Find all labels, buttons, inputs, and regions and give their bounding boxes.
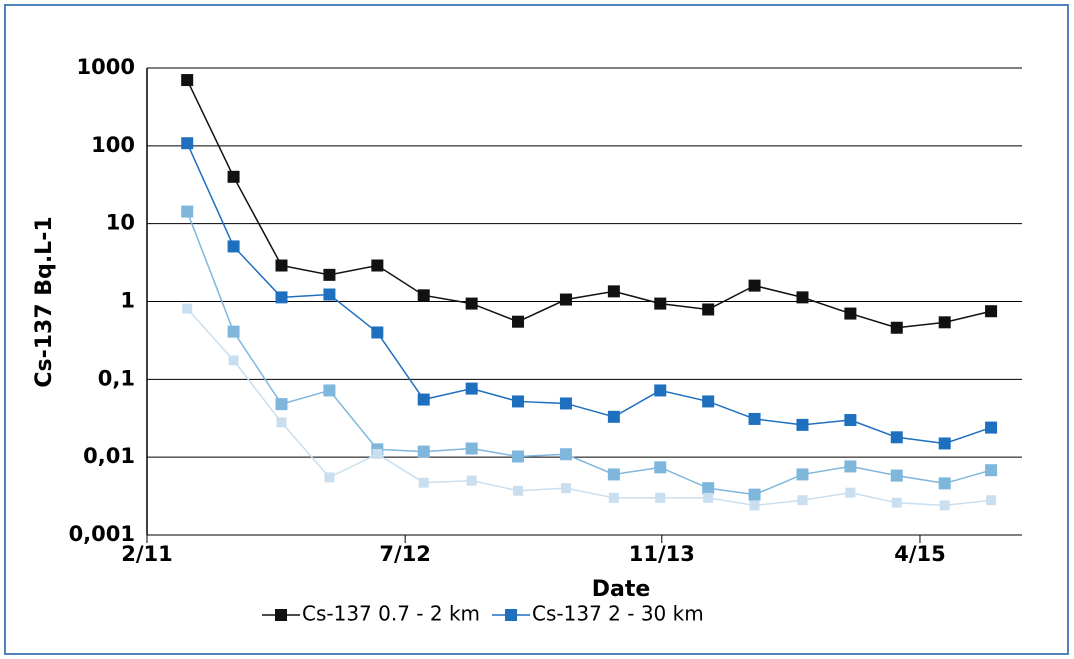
data-point [844,307,857,320]
data-point [748,279,761,292]
y-axis-title: Cs-137 Bq.L-1 [32,216,57,387]
data-point [275,259,288,272]
data-point [323,384,336,397]
x-axis-title: Date [592,577,651,602]
y-tick-label: 10 [106,211,135,235]
data-point [181,137,194,150]
data-point [371,326,384,339]
data-point [275,398,288,411]
series-line [186,79,992,329]
legend-marker [505,609,518,621]
data-point [559,293,572,306]
data-point [986,495,997,506]
data-point [797,495,808,506]
data-point [465,442,478,455]
data-point [607,468,620,481]
data-point [371,259,384,272]
legend-label: Cs-137 2 - 30 km [532,602,704,626]
data-point [227,240,240,253]
data-point [608,492,619,503]
data-point [323,268,336,281]
data-point [418,477,429,488]
data-point [844,414,857,427]
x-tick-label: 4/15 [894,542,946,566]
data-point [182,303,193,314]
data-point [796,418,809,431]
data-point [417,393,430,406]
data-point [748,412,761,425]
data-point [227,325,240,338]
data-point [891,497,902,508]
data-point [939,500,950,511]
data-point [985,464,998,477]
data-point [702,395,715,408]
data-point [703,492,714,503]
x-tick-label: 7/12 [379,542,431,566]
series-line [186,308,992,507]
data-point [466,475,477,486]
data-point [512,315,525,328]
data-point [559,397,572,410]
data-point [465,297,478,310]
data-point [844,460,857,473]
data-point [323,288,336,301]
data-point [607,285,620,298]
legend-label: Cs-137 0.7 - 2 km [302,602,480,626]
data-point [702,482,715,495]
data-point [890,469,903,482]
data-point [324,472,335,483]
data-point [607,410,620,423]
data-point [512,450,525,463]
series-line [186,211,992,496]
y-tick-label: 0,001 [69,522,135,546]
y-tick-label: 0,01 [83,444,135,468]
data-point [654,384,667,397]
data-point [228,355,239,366]
series-line [186,142,992,445]
data-point [749,500,760,511]
y-tick-label: 1000 [77,55,135,79]
data-point [655,492,666,503]
y-tick-label: 0,1 [98,366,135,390]
data-point [702,303,715,316]
data-point [796,291,809,304]
data-point [417,445,430,458]
data-point [748,488,761,501]
data-point [938,477,951,490]
legend-marker [275,609,287,621]
data-point [181,74,194,87]
data-point [559,448,572,461]
data-point [796,468,809,481]
data-point [938,437,951,450]
data-point [513,485,524,496]
data-point [276,417,287,428]
data-point [845,487,856,498]
data-point [465,382,478,395]
x-tick-label: 11/13 [629,542,695,566]
data-point [890,321,903,334]
data-point [985,421,998,434]
data-point [654,461,667,474]
data-point [654,297,667,310]
data-point [890,431,903,444]
data-point [372,448,383,459]
data-point [227,170,240,183]
data-point [181,205,194,218]
data-point [275,291,288,304]
data-point [938,316,951,329]
x-tick-label: 2/11 [121,542,173,566]
data-point [512,395,525,408]
y-tick-label: 100 [91,133,135,157]
y-tick-label: 1 [120,289,135,313]
data-point [560,483,571,494]
data-point [417,289,430,302]
data-point [985,305,998,318]
